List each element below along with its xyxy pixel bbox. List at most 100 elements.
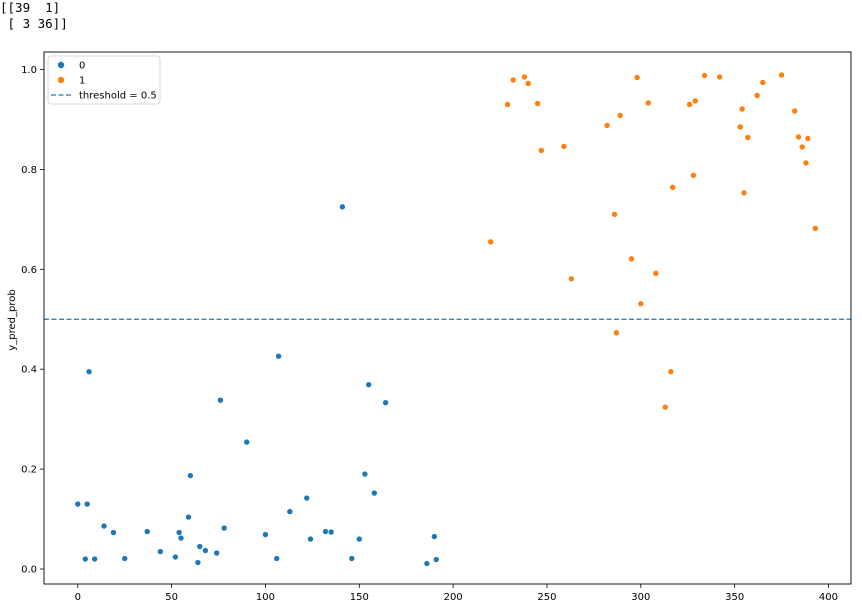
data-point-1 (534, 100, 541, 107)
y-tick-label: 1.0 (21, 65, 37, 76)
x-tick-label: 200 (444, 592, 463, 603)
data-point-0 (194, 559, 202, 566)
data-point-1 (738, 105, 746, 113)
data-point-0 (74, 500, 82, 508)
data-point-1 (487, 238, 494, 246)
legend-marker-0 (57, 61, 65, 69)
data-point-0 (185, 513, 192, 521)
data-point-1 (691, 97, 699, 105)
data-point-1 (759, 79, 767, 86)
x-tick-label: 250 (537, 592, 556, 603)
data-point-0 (143, 528, 151, 535)
data-point-0 (110, 529, 117, 536)
data-point-0 (303, 494, 311, 502)
data-point-0 (220, 524, 228, 532)
data-point-1 (628, 255, 635, 263)
axes: 0 50 100 150 200 250 300 350 400 0.0 0.2 0.4 0.6 0.8 1… (21, 51, 852, 603)
data-point-1 (568, 275, 575, 283)
data-point-1 (633, 74, 641, 81)
data-point-1 (560, 143, 568, 150)
x-tick-label: 350 (725, 592, 744, 603)
x-tick-label: 50 (165, 592, 178, 603)
data-point-0 (100, 522, 108, 530)
data-point-1 (637, 300, 645, 308)
data-point-0 (217, 396, 224, 404)
data-point-0 (262, 531, 269, 538)
data-point-1 (667, 368, 675, 375)
data-point-0 (196, 543, 204, 550)
data-point-1 (795, 133, 802, 141)
data-point-0 (361, 470, 369, 478)
data-point-1 (616, 112, 624, 119)
data-point-0 (348, 555, 356, 562)
plot-area (44, 71, 851, 567)
data-point-0 (382, 399, 389, 406)
legend-marker-1 (57, 76, 65, 84)
data-point-0 (432, 556, 440, 563)
data-point-1 (504, 101, 511, 108)
data-point-1 (613, 329, 620, 337)
data-point-0 (371, 489, 378, 497)
data-point-0 (157, 548, 164, 555)
data-point-1 (686, 101, 693, 108)
data-point-0 (187, 472, 194, 479)
data-point-0 (355, 535, 363, 543)
legend-label: 1 (79, 76, 85, 87)
data-point-0 (85, 368, 93, 375)
y-axis-label: y_pred_prob (7, 289, 18, 350)
data-point-1 (804, 135, 812, 142)
data-point-1 (603, 122, 611, 129)
data-point-0 (431, 533, 438, 540)
data-point-0 (121, 555, 128, 562)
y-tick-label: 0.8 (21, 165, 37, 176)
data-point-1 (740, 189, 748, 197)
data-point-0 (275, 352, 282, 360)
legend-box (47, 55, 161, 105)
data-point-0 (286, 508, 294, 515)
data-point-0 (83, 500, 91, 508)
data-point-1 (690, 172, 697, 179)
data-point-1 (661, 403, 669, 411)
y-tick-label: 0.2 (21, 465, 37, 476)
data-point-1 (791, 107, 798, 115)
data-point-0 (91, 555, 98, 563)
data-point-1 (652, 269, 660, 277)
x-tick-label: 300 (631, 592, 650, 603)
data-point-1 (645, 99, 652, 107)
legend-label: threshold = 0.5 (79, 91, 157, 102)
x-tick-label: 400 (819, 592, 838, 603)
data-point-0 (322, 528, 329, 535)
data-point-0 (177, 534, 185, 542)
data-point-1 (753, 92, 761, 99)
data-point-0 (327, 528, 335, 536)
confusion-matrix-output: [[39 1] [ 3 36]] (0, 0, 68, 32)
data-point-0 (172, 553, 179, 561)
data-point-1 (812, 225, 819, 232)
data-point-1 (538, 147, 545, 154)
data-point-0 (365, 381, 372, 388)
y-tick-label: 0.0 (21, 565, 37, 576)
data-point-0 (307, 535, 314, 543)
data-point-0 (339, 203, 346, 211)
plot-frame (43, 51, 852, 585)
console-line: [ 3 36]] (0, 16, 68, 31)
x-tick-label: 0 (75, 592, 81, 603)
data-point-1 (611, 211, 618, 218)
data-point-0 (202, 547, 209, 554)
data-point-1 (744, 134, 752, 141)
data-point-1 (524, 80, 532, 87)
data-point-1 (669, 184, 677, 191)
y-tick-label: 0.4 (21, 365, 37, 376)
data-point-0 (243, 438, 250, 446)
data-point-1 (509, 76, 517, 84)
data-point-0 (273, 555, 281, 562)
data-point-1 (521, 73, 528, 81)
x-tick-label: 150 (350, 592, 369, 603)
data-point-1 (802, 159, 810, 167)
data-point-0 (423, 560, 431, 567)
x-tick-label: 100 (256, 592, 275, 603)
console-line: [[39 1] (0, 0, 61, 15)
data-point-0 (81, 555, 89, 563)
data-point-0 (213, 549, 220, 557)
